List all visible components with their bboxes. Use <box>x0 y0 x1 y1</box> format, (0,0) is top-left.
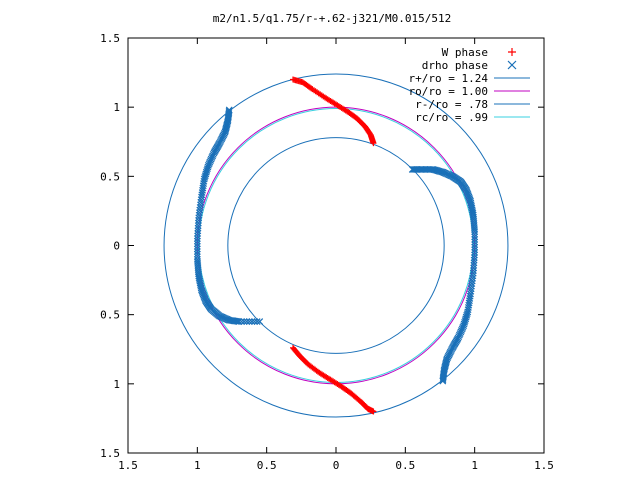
data-point <box>471 236 479 243</box>
legend-label: r-/ro = .78 <box>415 98 488 111</box>
y-tick-label: 1 <box>113 101 120 114</box>
data-point <box>245 318 253 326</box>
y-tick-label: 1.5 <box>100 32 120 45</box>
reference-circle <box>163 73 509 418</box>
data-point <box>194 232 201 240</box>
y-tick-label: 0.5 <box>100 309 120 322</box>
data-point <box>256 318 264 326</box>
x-tick-label: 0.5 <box>395 459 415 472</box>
legend-label: drho phase <box>422 59 488 72</box>
data-point <box>243 318 251 326</box>
data-point <box>471 233 479 241</box>
data-point <box>471 241 479 249</box>
y-tick-label: 0.5 <box>100 170 120 183</box>
y-tick-label: 1 <box>113 378 120 391</box>
y-tick-label: 0 <box>113 240 120 253</box>
legend-label: W phase <box>442 46 488 59</box>
data-point <box>193 248 201 255</box>
data-point <box>253 318 261 326</box>
legend-label: ro/ro = 1.00 <box>409 85 488 98</box>
chart-title: m2/n1.5/q1.75/r-+.62-j321/M0.015/512 <box>213 12 451 25</box>
data-points <box>193 76 479 415</box>
data-point <box>507 60 517 70</box>
data-point <box>471 228 479 236</box>
data-point <box>436 168 444 175</box>
data-point <box>193 235 201 243</box>
data-point <box>471 238 479 246</box>
data-point <box>508 48 516 56</box>
reference-circles <box>163 73 509 418</box>
x-tick-label: 0.5 <box>257 459 277 472</box>
data-point <box>471 230 479 238</box>
data-point <box>439 377 447 385</box>
data-point <box>193 242 201 250</box>
x-tick-label: 1 <box>194 459 201 472</box>
data-point <box>439 374 447 382</box>
data-point <box>193 245 201 253</box>
data-point <box>193 240 201 248</box>
data-point <box>439 376 447 384</box>
y-tick-label: 1.5 <box>100 447 120 460</box>
legend-label: r+/ro = 1.24 <box>409 72 489 85</box>
data-point <box>238 318 245 326</box>
data-point <box>240 318 248 326</box>
reference-circle <box>227 137 445 354</box>
x-tick-label: 0 <box>333 459 340 472</box>
data-point <box>235 318 243 326</box>
data-point <box>370 140 377 147</box>
data-point <box>370 408 377 415</box>
x-tick-label: 1 <box>471 459 478 472</box>
axis-ticks: 1.5 1 0.5 0 0.5 1 1.51.510.500.511.5 <box>100 32 554 472</box>
data-point <box>471 246 479 254</box>
x-tick-label: 1.5 <box>534 459 554 472</box>
reference-circle <box>198 108 474 383</box>
x-tick-label: 1.5 <box>118 459 138 472</box>
data-point <box>471 243 479 251</box>
data-point <box>193 237 201 245</box>
data-point <box>248 318 256 326</box>
data-point <box>251 318 258 326</box>
data-point <box>193 250 201 258</box>
legend-label: rc/ro = .99 <box>415 111 488 124</box>
